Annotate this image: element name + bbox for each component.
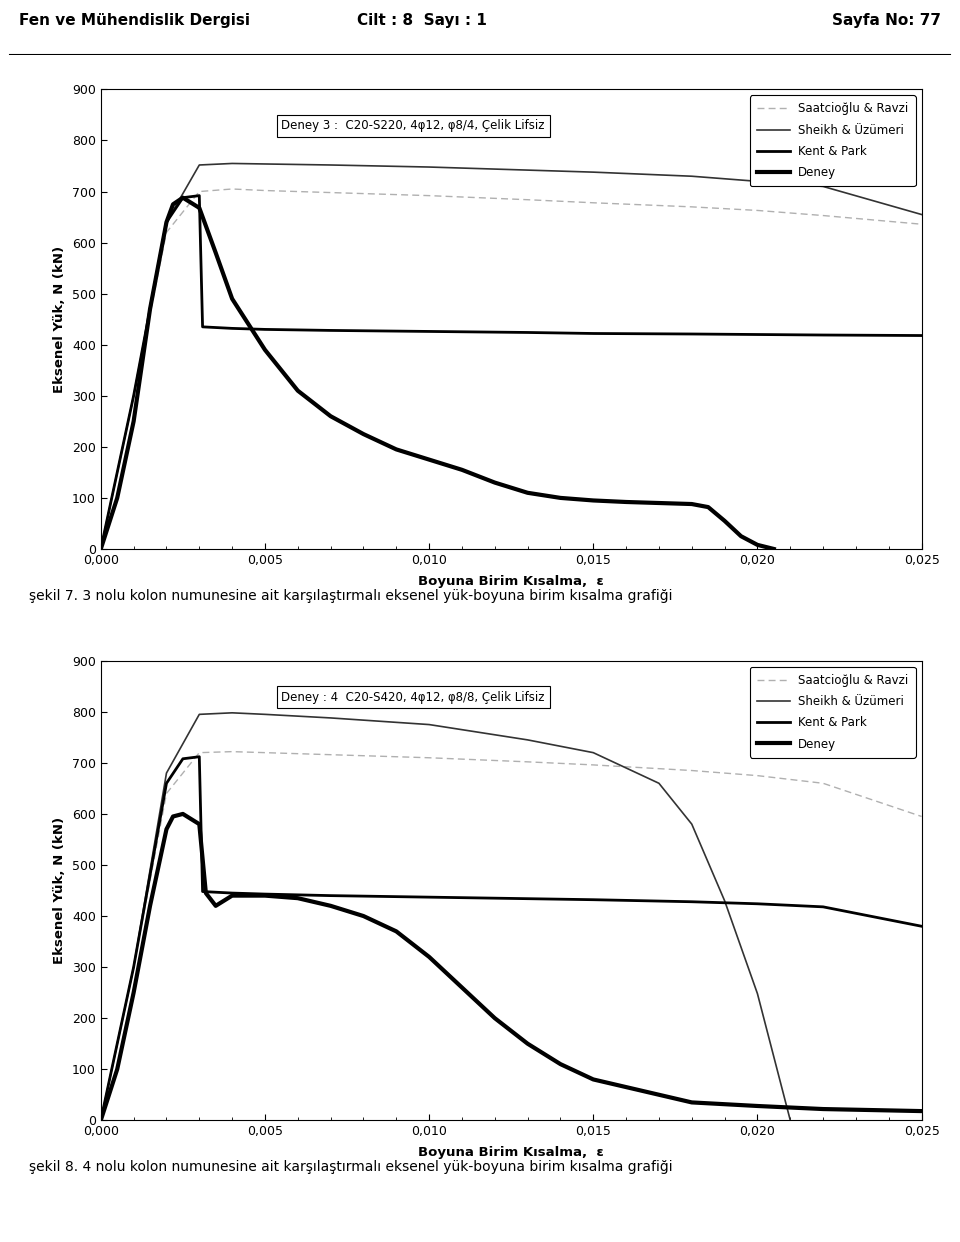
Text: Fen ve Mühendislik Dergisi: Fen ve Mühendislik Dergisi	[19, 14, 251, 29]
Legend: Saatcioğlu & Ravzi, Sheikh & Üzümeri, Kent & Park, Deney: Saatcioğlu & Ravzi, Sheikh & Üzümeri, Ke…	[750, 667, 916, 758]
Text: Sayfa No: 77: Sayfa No: 77	[831, 14, 941, 29]
X-axis label: Boyuna Birim Kısalma,  ε: Boyuna Birim Kısalma, ε	[419, 575, 604, 589]
Y-axis label: Eksenel Yük, N (kN): Eksenel Yük, N (kN)	[54, 817, 66, 964]
Text: Deney 3 :  C20-S220, 4φ12, φ8/4, Çelik Lifsiz: Deney 3 : C20-S220, 4φ12, φ8/4, Çelik Li…	[281, 119, 545, 133]
X-axis label: Boyuna Birim Kısalma,  ε: Boyuna Birim Kısalma, ε	[419, 1146, 604, 1160]
Text: Deney : 4  C20-S420, 4φ12, φ8/8, Çelik Lifsiz: Deney : 4 C20-S420, 4φ12, φ8/8, Çelik Li…	[281, 691, 545, 704]
Text: Cilt : 8  Sayı : 1: Cilt : 8 Sayı : 1	[357, 14, 488, 29]
Y-axis label: Eksenel Yük, N (kN): Eksenel Yük, N (kN)	[54, 246, 66, 392]
Text: şekil 7. 3 nolu kolon numunesine ait karşılaştırmalı eksenel yük-boyuna birim kı: şekil 7. 3 nolu kolon numunesine ait kar…	[29, 589, 672, 602]
Legend: Saatcioğlu & Ravzi, Sheikh & Üzümeri, Kent & Park, Deney: Saatcioğlu & Ravzi, Sheikh & Üzümeri, Ke…	[750, 96, 916, 186]
Text: şekil 8. 4 nolu kolon numunesine ait karşılaştırmalı eksenel yük-boyuna birim kı: şekil 8. 4 nolu kolon numunesine ait kar…	[29, 1160, 672, 1174]
